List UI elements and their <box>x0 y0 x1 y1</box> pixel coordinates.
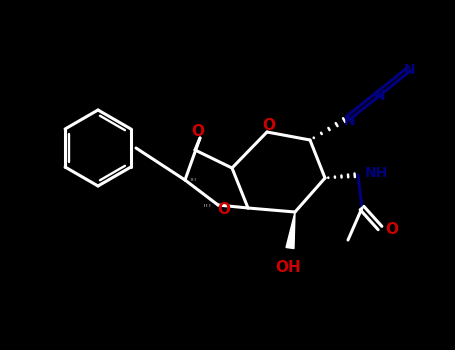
Text: O: O <box>192 124 204 139</box>
Text: NH: NH <box>365 166 388 180</box>
Text: N: N <box>344 114 356 128</box>
Text: ''': ''' <box>203 203 212 213</box>
Text: O: O <box>217 203 231 217</box>
Polygon shape <box>286 212 295 248</box>
Text: OH: OH <box>275 260 301 275</box>
Text: O: O <box>263 118 275 133</box>
Text: N: N <box>374 89 386 103</box>
Text: O: O <box>385 223 398 238</box>
Text: ''': ''' <box>189 177 197 187</box>
Text: N: N <box>404 63 416 77</box>
